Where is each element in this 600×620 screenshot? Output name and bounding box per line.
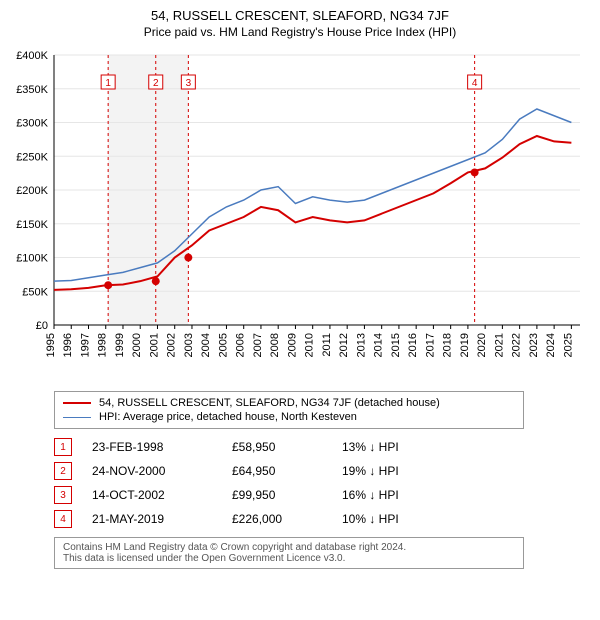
transaction-row: 4 21-MAY-2019£226,00010% ↓ HPI bbox=[54, 507, 580, 531]
svg-text:£0: £0 bbox=[36, 320, 48, 332]
svg-text:2018: 2018 bbox=[442, 333, 454, 357]
legend-label: HPI: Average price, detached house, Nort… bbox=[99, 411, 357, 423]
svg-text:2010: 2010 bbox=[304, 333, 316, 357]
footer-attribution: Contains HM Land Registry data © Crown c… bbox=[54, 537, 524, 569]
svg-text:£350K: £350K bbox=[16, 84, 48, 96]
legend-box: 54, RUSSELL CRESCENT, SLEAFORD, NG34 7JF… bbox=[54, 391, 524, 429]
footer-line-1: Contains HM Land Registry data © Crown c… bbox=[63, 542, 515, 553]
footer-line-2: This data is licensed under the Open Gov… bbox=[63, 553, 515, 564]
svg-text:£50K: £50K bbox=[22, 286, 48, 298]
transaction-date: 21-MAY-2019 bbox=[92, 512, 232, 526]
svg-text:£400K: £400K bbox=[16, 50, 48, 62]
svg-text:1999: 1999 bbox=[114, 333, 126, 357]
svg-text:£200K: £200K bbox=[16, 185, 48, 197]
transaction-diff: 19% ↓ HPI bbox=[342, 464, 462, 478]
svg-text:2008: 2008 bbox=[269, 333, 281, 357]
svg-text:2017: 2017 bbox=[424, 333, 436, 357]
svg-text:2003: 2003 bbox=[183, 333, 195, 357]
svg-text:2019: 2019 bbox=[459, 333, 471, 357]
chart-title: 54, RUSSELL CRESCENT, SLEAFORD, NG34 7JF bbox=[0, 8, 600, 23]
transaction-price: £58,950 bbox=[232, 440, 342, 454]
transaction-date: 14-OCT-2002 bbox=[92, 488, 232, 502]
svg-text:£100K: £100K bbox=[16, 253, 48, 265]
svg-text:3: 3 bbox=[186, 78, 192, 89]
legend-swatch bbox=[63, 417, 91, 418]
svg-text:2024: 2024 bbox=[545, 333, 557, 357]
svg-text:2023: 2023 bbox=[528, 333, 540, 357]
svg-text:1995: 1995 bbox=[45, 333, 57, 357]
svg-text:2006: 2006 bbox=[235, 333, 247, 357]
transaction-row: 3 14-OCT-2002£99,95016% ↓ HPI bbox=[54, 483, 580, 507]
svg-text:2005: 2005 bbox=[217, 333, 229, 357]
transaction-date: 23-FEB-1998 bbox=[92, 440, 232, 454]
svg-text:2020: 2020 bbox=[476, 333, 488, 357]
transaction-price: £226,000 bbox=[232, 512, 342, 526]
legend-label: 54, RUSSELL CRESCENT, SLEAFORD, NG34 7JF… bbox=[99, 397, 440, 409]
transaction-row: 2 24-NOV-2000£64,95019% ↓ HPI bbox=[54, 459, 580, 483]
svg-text:2025: 2025 bbox=[562, 333, 574, 357]
svg-text:1998: 1998 bbox=[97, 333, 109, 357]
svg-text:2002: 2002 bbox=[166, 333, 178, 357]
svg-text:2016: 2016 bbox=[407, 333, 419, 357]
transaction-marker: 2 bbox=[54, 462, 72, 480]
svg-text:2022: 2022 bbox=[511, 333, 523, 357]
transaction-diff: 16% ↓ HPI bbox=[342, 488, 462, 502]
svg-text:4: 4 bbox=[472, 78, 478, 89]
legend-swatch bbox=[63, 402, 91, 404]
chart-area: £0 £50K £100K £150K £200K £250K £300K £350K £400… bbox=[0, 45, 600, 385]
legend-item: 54, RUSSELL CRESCENT, SLEAFORD, NG34 7JF… bbox=[63, 396, 515, 410]
svg-text:2012: 2012 bbox=[338, 333, 350, 357]
svg-text:2001: 2001 bbox=[148, 333, 160, 357]
transaction-date: 24-NOV-2000 bbox=[92, 464, 232, 478]
svg-text:2015: 2015 bbox=[390, 333, 402, 357]
svg-text:1996: 1996 bbox=[62, 333, 74, 357]
svg-text:2: 2 bbox=[153, 78, 159, 89]
transaction-row: 1 23-FEB-1998£58,95013% ↓ HPI bbox=[54, 435, 580, 459]
chart-svg: £0 £50K £100K £150K £200K £250K £300K £350K £400… bbox=[0, 45, 600, 385]
svg-text:2013: 2013 bbox=[355, 333, 367, 357]
svg-text:2004: 2004 bbox=[200, 333, 212, 357]
transaction-marker: 4 bbox=[54, 510, 72, 528]
transaction-marker: 3 bbox=[54, 486, 72, 504]
svg-text:1997: 1997 bbox=[79, 333, 91, 357]
svg-text:1: 1 bbox=[105, 78, 111, 89]
transaction-marker: 1 bbox=[54, 438, 72, 456]
transaction-price: £99,950 bbox=[232, 488, 342, 502]
transaction-price: £64,950 bbox=[232, 464, 342, 478]
transaction-diff: 10% ↓ HPI bbox=[342, 512, 462, 526]
svg-text:2000: 2000 bbox=[131, 333, 143, 357]
chart-subtitle: Price paid vs. HM Land Registry's House … bbox=[0, 25, 600, 39]
svg-text:2009: 2009 bbox=[286, 333, 298, 357]
svg-text:2011: 2011 bbox=[321, 333, 333, 357]
svg-text:2007: 2007 bbox=[252, 333, 264, 357]
svg-text:£150K: £150K bbox=[16, 219, 48, 231]
transaction-diff: 13% ↓ HPI bbox=[342, 440, 462, 454]
svg-text:£250K: £250K bbox=[16, 151, 48, 163]
transactions-table: 1 23-FEB-1998£58,95013% ↓ HPI 2 24-NOV-2000… bbox=[54, 435, 580, 531]
svg-text:2014: 2014 bbox=[373, 333, 385, 357]
svg-text:£300K: £300K bbox=[16, 118, 48, 130]
legend-item: HPI: Average price, detached house, Nort… bbox=[63, 410, 515, 424]
svg-text:2021: 2021 bbox=[493, 333, 505, 357]
